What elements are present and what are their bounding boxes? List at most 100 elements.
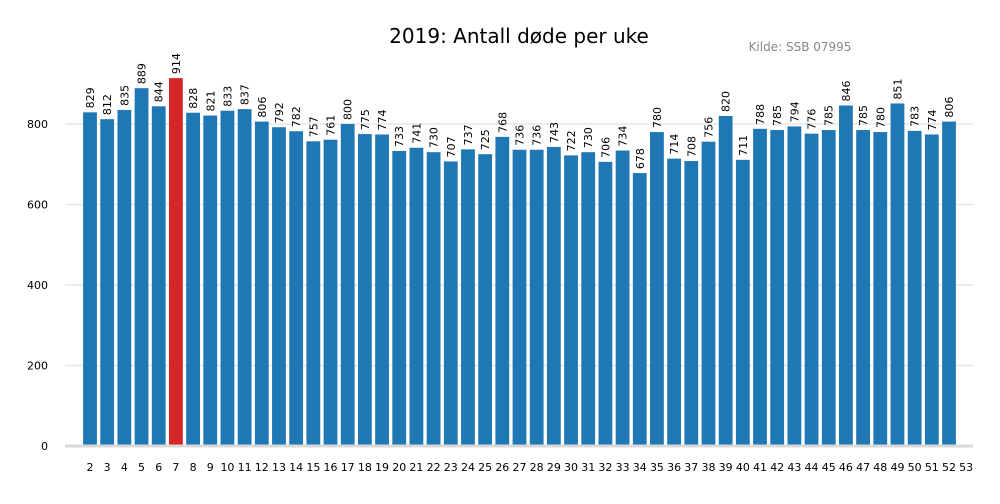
source-note: Kilde: SSB 07995 <box>749 40 852 54</box>
bar-week-7 <box>169 78 183 447</box>
y-tick-label: 0 <box>41 440 48 453</box>
bar-week-8 <box>186 112 200 446</box>
bar-week-46 <box>839 105 853 447</box>
x-tick-label: 23 <box>444 461 458 474</box>
data-label: 776 <box>806 109 819 130</box>
x-tick-label: 4 <box>121 461 128 474</box>
data-label: 757 <box>307 116 320 137</box>
x-tick-label: 53 <box>959 461 973 474</box>
x-tick-label: 9 <box>207 461 214 474</box>
x-tick-label: 51 <box>925 461 939 474</box>
bar-week-27 <box>512 149 527 446</box>
bar-week-6 <box>151 106 166 446</box>
data-label: 820 <box>720 91 733 112</box>
bar-week-39 <box>718 115 733 446</box>
x-tick-label: 49 <box>890 461 904 474</box>
data-label: 780 <box>874 107 887 128</box>
x-tick-label: 48 <box>873 461 887 474</box>
data-label: 783 <box>909 106 922 127</box>
bar-week-10 <box>220 110 235 446</box>
data-label: 774 <box>376 109 389 130</box>
data-label: 730 <box>428 127 441 148</box>
data-label: 828 <box>187 88 200 109</box>
x-tick-label: 19 <box>375 461 389 474</box>
x-tick-label: 33 <box>616 461 630 474</box>
bar-week-41 <box>753 128 767 446</box>
data-label: 736 <box>514 125 527 146</box>
bar-week-31 <box>581 152 596 447</box>
x-tick-label: 42 <box>770 461 784 474</box>
data-label: 833 <box>221 86 234 107</box>
data-label: 782 <box>290 106 303 127</box>
bar-week-9 <box>203 115 218 447</box>
bar-week-11 <box>237 109 252 447</box>
y-axis: 0 200 400 600 800 <box>27 118 48 453</box>
data-label: 800 <box>342 99 355 120</box>
y-tick-label: 800 <box>27 118 48 131</box>
data-label: 774 <box>926 109 939 130</box>
y-tick-label: 400 <box>27 279 48 292</box>
bar-week-45 <box>821 130 836 446</box>
data-label: 785 <box>771 105 784 126</box>
data-label: 714 <box>668 134 681 155</box>
x-tick-label: 44 <box>805 461 819 474</box>
x-tick-label: 31 <box>581 461 595 474</box>
x-tick-label: 45 <box>822 461 836 474</box>
data-label: 812 <box>101 94 114 115</box>
x-tick-label: 35 <box>650 461 664 474</box>
x-tick-label: 41 <box>753 461 767 474</box>
data-label: 707 <box>445 136 458 157</box>
bar-week-34 <box>632 173 647 447</box>
bar-week-26 <box>495 136 510 446</box>
bar-week-12 <box>254 121 269 447</box>
x-tick-label: 16 <box>324 461 338 474</box>
data-label: 708 <box>685 136 698 157</box>
data-labels: 829 812 835 889 844 914 828 821 833 837 806 792 782 7… <box>84 53 956 169</box>
x-tick-label: 2 <box>87 461 94 474</box>
x-tick-label: 17 <box>341 461 355 474</box>
chart-title: 2019: Antall døde per uke <box>389 24 649 48</box>
x-tick-label: 28 <box>530 461 544 474</box>
bar-week-22 <box>426 152 441 447</box>
data-label: 846 <box>840 80 853 101</box>
bar-week-24 <box>461 149 475 447</box>
bar-week-43 <box>787 126 802 446</box>
x-tick-label: 27 <box>513 461 527 474</box>
data-label: 837 <box>239 84 252 105</box>
bar-week-18 <box>357 134 372 446</box>
data-label: 761 <box>325 115 338 136</box>
data-label: 775 <box>359 109 372 130</box>
bar-week-16 <box>323 139 338 446</box>
bars <box>83 78 956 447</box>
y-tick-label: 600 <box>27 199 48 212</box>
x-tick-label: 47 <box>856 461 870 474</box>
x-tick-label: 22 <box>427 461 441 474</box>
data-label: 806 <box>256 97 269 118</box>
bar-week-29 <box>546 146 561 446</box>
data-label: 730 <box>582 127 595 148</box>
data-label: 785 <box>857 105 870 126</box>
bar-week-21 <box>409 147 424 446</box>
x-tick-label: 6 <box>155 461 162 474</box>
x-tick-label: 13 <box>272 461 286 474</box>
x-tick-label: 30 <box>564 461 578 474</box>
x-tick-label: 52 <box>942 461 956 474</box>
data-label: 756 <box>702 117 715 138</box>
x-tick-label: 10 <box>220 461 234 474</box>
data-label: 725 <box>479 129 492 150</box>
y-tick-label: 200 <box>27 360 48 373</box>
bar-week-2 <box>83 112 97 446</box>
data-label: 829 <box>84 87 97 108</box>
bar-week-44 <box>804 133 819 446</box>
x-axis: 2 3 4 5 6 7 8 9 10 11 12 13 14 15 16 17 18 19 20 21 22 23 24 25… <box>87 461 974 474</box>
x-tick-label: 11 <box>238 461 252 474</box>
bar-week-51 <box>924 134 939 446</box>
bar-week-32 <box>598 161 613 446</box>
bar-week-23 <box>443 161 458 446</box>
x-tick-label: 29 <box>547 461 561 474</box>
bar-week-15 <box>306 141 321 446</box>
data-label: 736 <box>531 125 544 146</box>
bar-week-20 <box>392 150 407 446</box>
data-label: 768 <box>496 112 509 133</box>
